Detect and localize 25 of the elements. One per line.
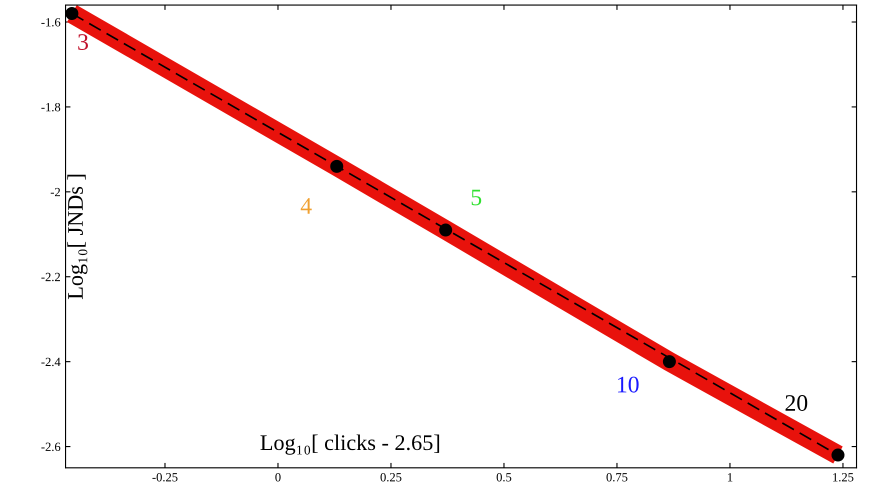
y-tick-label: -2.6 (41, 442, 60, 452)
y-tick-label: -2.4 (41, 358, 60, 366)
point (330, 160, 344, 173)
point (831, 448, 844, 462)
y-tick-label: -2.2 (41, 272, 60, 282)
x-tick-label: 0.5 (496, 473, 512, 482)
x-tick-label: 1.25 (833, 473, 854, 482)
annotation: 20 (786, 395, 808, 411)
annotation: 5 (472, 190, 482, 206)
x-tick-label: 1 (728, 473, 732, 482)
annotation: 3 (78, 34, 88, 50)
x-tick-label: 0.25 (380, 473, 402, 482)
x-axis-title: Log₁₀[ clicks - 2.65] (260, 434, 440, 455)
point (66, 7, 78, 20)
x-tick-label: 0.75 (606, 473, 628, 482)
annotation: 10 (618, 376, 639, 393)
y-tick-label: -2 (50, 188, 60, 196)
x-tick-label: 0 (275, 473, 281, 482)
x-tick-label: -0.25 (152, 473, 178, 482)
point (439, 224, 452, 237)
y-tick-label: -1.6 (41, 18, 60, 27)
annotation: 4 (300, 198, 312, 214)
point (662, 355, 676, 368)
y-axis-title: Log₁₀[ JNDs ] (67, 174, 88, 300)
y-tick-label: -1.8 (41, 102, 60, 112)
